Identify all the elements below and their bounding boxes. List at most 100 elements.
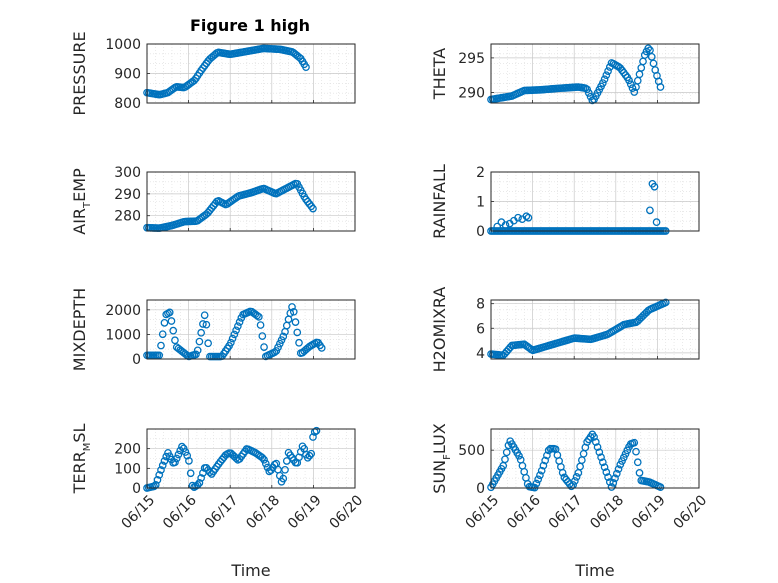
data-point <box>179 444 188 453</box>
data-point <box>646 206 654 215</box>
data-point <box>598 79 607 87</box>
data-point <box>539 461 548 470</box>
data-point <box>501 221 510 229</box>
data-point <box>150 482 158 491</box>
data-point <box>261 459 270 468</box>
data-point <box>157 341 165 350</box>
data-point <box>543 451 551 460</box>
data-point <box>256 321 265 329</box>
figure-title: Figure 1 high <box>190 16 310 35</box>
x-tick-label: 06/18 <box>587 492 627 532</box>
data-point <box>571 477 579 485</box>
axes-frame <box>146 428 356 489</box>
data-point <box>595 448 604 457</box>
data-point <box>235 318 244 326</box>
y-tick-label: 8 <box>476 297 485 313</box>
data-point <box>583 85 591 94</box>
data-point <box>277 336 286 344</box>
subplot-7: 0 100 200 06/15 06/16 06/17 06/18 06/19 06/20 TER… <box>70 424 366 533</box>
data-point <box>254 312 263 321</box>
subplot-3: 280 290 300 AIRTEMP <box>70 165 356 235</box>
y-axis-label: RAINFALL <box>430 164 449 239</box>
y-axis-label: MIXDEPTH <box>70 288 89 371</box>
data-point <box>536 471 544 480</box>
data-point <box>288 303 296 311</box>
data-point <box>598 458 607 467</box>
data-point <box>567 482 576 491</box>
y-tick-label: 200 <box>114 442 141 458</box>
data-point <box>309 204 317 213</box>
y-tick-label: 500 <box>458 443 485 459</box>
data-point <box>307 449 316 458</box>
y-axis-label: PRESSURE <box>70 31 89 115</box>
x-tick-label: 06/19 <box>285 492 325 532</box>
x-tick-label: 06/19 <box>629 492 669 532</box>
data-point <box>604 67 612 75</box>
data-point <box>178 442 186 451</box>
data-point <box>293 328 302 337</box>
data-point <box>234 322 242 331</box>
x-tick-label: 06/15 <box>462 492 502 532</box>
data-point <box>295 338 303 347</box>
data-point <box>272 347 281 355</box>
y-tick-label: 290 <box>114 187 141 203</box>
data-point <box>630 438 639 447</box>
data-point <box>193 346 202 355</box>
axes-background <box>147 429 355 488</box>
data-point <box>625 76 633 85</box>
data-point <box>281 465 289 474</box>
data-point <box>197 474 206 482</box>
data-point <box>167 317 176 325</box>
subplot-5: 0 1000 2000 MIXDEPTH <box>70 288 356 371</box>
data-point <box>291 318 300 326</box>
subplot-2: 290 295 THETA <box>430 43 700 105</box>
data-point <box>656 483 665 491</box>
data-point <box>171 458 179 467</box>
data-point <box>600 75 609 84</box>
data-point <box>279 332 288 341</box>
data-point <box>157 466 165 474</box>
y-tick-label: 800 <box>114 96 141 112</box>
y-tick-label: 295 <box>458 51 485 67</box>
axes-frame <box>490 299 700 360</box>
data-point <box>600 463 609 472</box>
data-point <box>195 479 204 487</box>
data-point <box>199 320 207 328</box>
data-point <box>597 453 605 462</box>
data-point <box>633 458 642 467</box>
data-point <box>160 457 169 465</box>
data-point <box>628 84 637 93</box>
data-point <box>611 474 619 483</box>
y-tick-label: 2 <box>476 165 485 181</box>
data-point <box>493 222 502 231</box>
data-point <box>258 453 267 462</box>
data-point <box>200 311 209 320</box>
y-axis-label: THETA <box>430 48 449 100</box>
data-point <box>174 450 183 459</box>
axes-frame <box>490 428 700 489</box>
axes-background <box>491 300 699 359</box>
y-tick-label: 0 <box>132 481 141 497</box>
y-tick-label: 2000 <box>105 303 141 319</box>
data-point <box>192 350 200 359</box>
data-point <box>593 443 602 451</box>
subplot-6: 4 6 8 H2OMIXRA <box>430 287 700 372</box>
data-point <box>204 339 212 348</box>
axes-background <box>491 429 699 488</box>
x-tick-label: 06/16 <box>160 492 200 532</box>
data-point <box>656 83 665 91</box>
data-point <box>186 469 195 478</box>
data-point <box>501 455 509 464</box>
subplot-8: 0 500 06/15 06/16 06/17 06/18 06/19 06/20 SUNFLU… <box>430 423 710 532</box>
data-point <box>282 457 291 465</box>
data-point <box>605 478 614 486</box>
data-point <box>230 330 239 339</box>
y-tick-label: 4 <box>476 346 485 362</box>
axes-frame <box>146 43 356 104</box>
data-point <box>185 457 193 465</box>
y-axis-label: AIRTEMP <box>70 168 93 235</box>
x-tick-label: 06/15 <box>118 492 158 532</box>
subplot-4: 0 1 2 RAINFALL <box>430 164 700 240</box>
